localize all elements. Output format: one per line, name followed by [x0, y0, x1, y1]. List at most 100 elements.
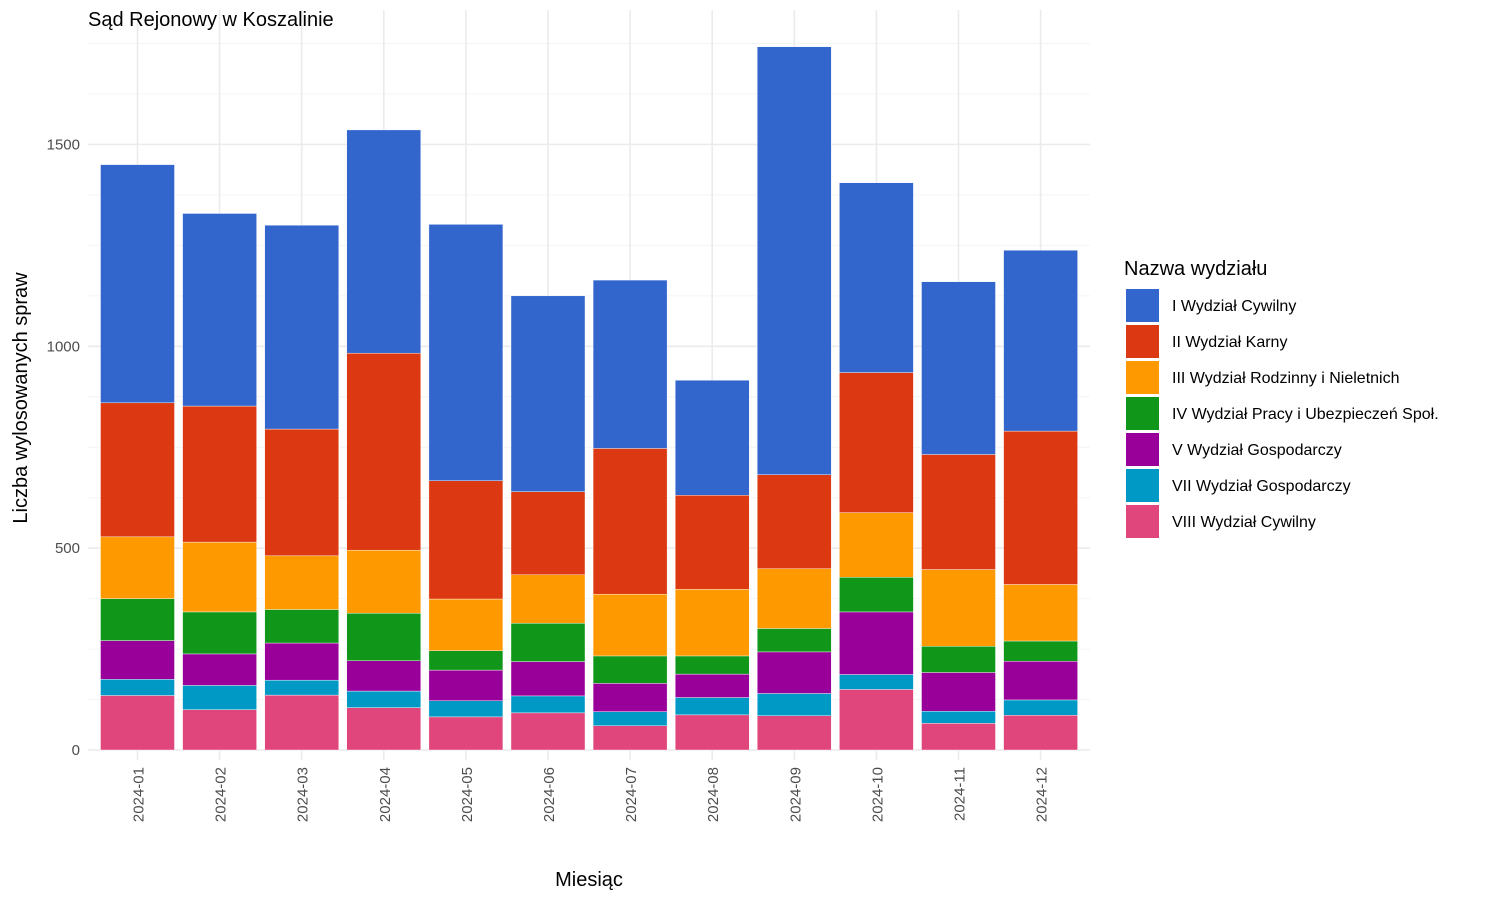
bar-segment: [510, 661, 586, 697]
x-axis-title: Miesiąc: [555, 869, 623, 891]
bar-segment: [592, 711, 668, 726]
bar-segment: [592, 725, 668, 751]
x-tick-label: 2024-10: [869, 767, 886, 822]
bar-segment: [182, 709, 257, 751]
bar-segment: [592, 683, 668, 712]
bar-segment: [346, 352, 421, 551]
bar-segment: [839, 674, 914, 690]
y-tick-label: 1500: [47, 136, 80, 153]
bar-segment: [510, 295, 586, 492]
x-tick-label: 2024-11: [952, 767, 969, 821]
bar-segment: [100, 536, 175, 599]
bar-segment: [428, 700, 504, 718]
y-tick-label: 500: [55, 540, 80, 557]
y-tick-label: 1000: [47, 338, 80, 355]
bar-segment: [592, 593, 668, 657]
bar-segment: [100, 164, 175, 404]
bar-segment: [757, 693, 832, 716]
bar-segment: [346, 660, 421, 692]
x-tick-label: 2024-09: [787, 767, 804, 822]
bar-segment: [1003, 640, 1078, 662]
bar-segment: [675, 495, 750, 590]
bar-segment: [182, 405, 257, 543]
bar-segment: [921, 281, 996, 455]
bar-segment: [921, 711, 996, 724]
bar-segment: [675, 589, 750, 657]
bar-segment: [839, 182, 914, 373]
bar-segment: [675, 673, 750, 698]
bar-segment: [510, 574, 586, 624]
x-tick-label: 2024-08: [705, 767, 722, 822]
bar-segment: [757, 651, 832, 694]
bar-segment: [1003, 715, 1078, 751]
legend-label: III Wydział Rodzinny i Nieletnich: [1172, 370, 1400, 387]
x-tick-label: 2024-05: [459, 767, 476, 822]
x-tick-label: 2024-06: [541, 767, 558, 822]
bar-segment: [675, 697, 750, 716]
y-tick-label: 0: [72, 742, 80, 759]
x-tick-label: 2024-04: [377, 767, 394, 822]
legend-swatch: [1126, 361, 1159, 394]
bar-segment: [839, 577, 914, 613]
bar-segment: [1003, 660, 1078, 701]
x-tick-label: 2024-01: [131, 767, 148, 822]
legend-title: Nazwa wydziału: [1124, 258, 1267, 280]
legend-swatch: [1126, 289, 1159, 322]
bar-segment: [182, 685, 257, 710]
bar-segment: [757, 628, 832, 653]
bars-layer: [100, 46, 1078, 751]
bar-segment: [675, 380, 750, 496]
bar-segment: [182, 611, 257, 655]
legend-label: II Wydział Karny: [1172, 334, 1287, 351]
bar-segment: [100, 598, 175, 641]
x-tick-labels: 2024-01 2024-02 2024-03 2024-04 2024-05 2024-…: [131, 767, 1051, 822]
bar-segment: [1003, 430, 1078, 585]
bar-segment: [182, 213, 257, 407]
bar-segment: [921, 723, 996, 751]
bar-segment: [921, 569, 996, 647]
bar-segment: [100, 402, 175, 538]
y-tick-labels: 0 500 1000 1500: [47, 136, 80, 759]
bar-segment: [346, 707, 421, 751]
legend-label: VII Wydział Gospodarczy: [1172, 478, 1351, 495]
x-tick-label: 2024-12: [1034, 767, 1051, 822]
bar-segment: [921, 672, 996, 712]
x-tick-label: 2024-02: [213, 767, 230, 822]
bar-segment: [346, 549, 421, 614]
bar-segment: [592, 448, 668, 595]
bar-segment: [264, 609, 339, 644]
bar-segment: [428, 224, 504, 481]
bar-segment: [428, 598, 504, 651]
bar-segment: [264, 642, 339, 681]
bar-segment: [428, 669, 504, 701]
bar-segment: [346, 129, 421, 354]
bar-segment: [757, 568, 832, 629]
bar-segment: [510, 623, 586, 662]
bar-segment: [264, 694, 339, 751]
bar-segment: [1003, 250, 1078, 432]
bar-segment: [839, 611, 914, 675]
bar-segment: [839, 372, 914, 513]
legend: Nazwa wydziału I Wydział Cywilny II Wydzi…: [1124, 258, 1439, 538]
bar-segment: [428, 480, 504, 600]
bar-segment: [839, 512, 914, 578]
bar-segment: [100, 695, 175, 751]
bar-segment: [921, 646, 996, 673]
legend-swatch: [1126, 469, 1159, 502]
x-tick-label: 2024-07: [623, 767, 640, 822]
legend-swatch: [1126, 505, 1159, 538]
bar-segment: [757, 474, 832, 569]
bar-segment: [264, 555, 339, 610]
bar-segment: [675, 714, 750, 751]
bar-segment: [757, 715, 832, 751]
bar-segment: [182, 653, 257, 686]
bar-segment: [675, 655, 750, 675]
bar-segment: [1003, 584, 1078, 642]
bar-segment: [264, 224, 339, 430]
y-axis-title: Liczba wylosowanych spraw: [10, 272, 32, 524]
legend-items: I Wydział Cywilny II Wydział Karny III Wyd…: [1126, 289, 1439, 538]
bar-segment: [510, 712, 586, 751]
bar-segment: [100, 679, 175, 696]
